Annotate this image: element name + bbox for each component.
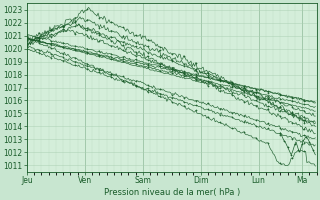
X-axis label: Pression niveau de la mer( hPa ): Pression niveau de la mer( hPa ) [104,188,240,197]
